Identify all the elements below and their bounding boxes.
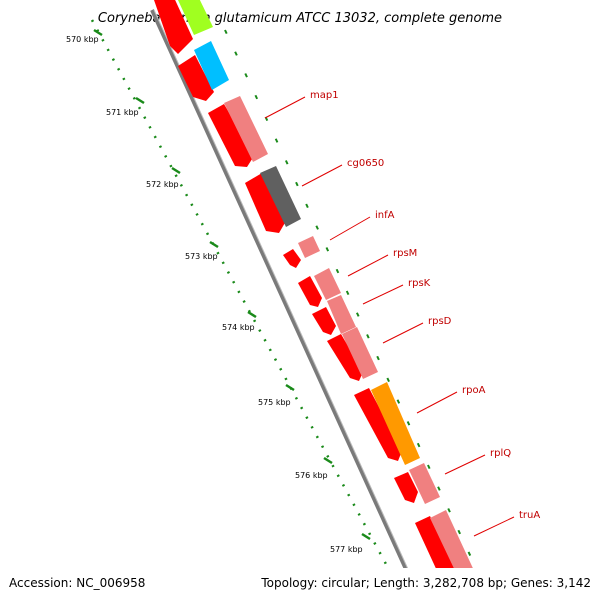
cds-arrow[interactable]: [154, 0, 193, 54]
gene-label-rpsD[interactable]: rpsD: [428, 316, 452, 327]
ruler-label-575: 575 kbp: [258, 398, 291, 407]
gene-label-cg0650[interactable]: cg0650: [347, 158, 384, 169]
gene-label-truA[interactable]: truA: [519, 510, 540, 521]
genome-backbone-highlight: [153, 9, 423, 600]
ruler-tick: [93, 28, 103, 37]
gene-label-rpsM[interactable]: rpsM: [393, 248, 417, 259]
feature-block-cg0650[interactable]: [260, 166, 301, 227]
ruler-tick: [323, 456, 333, 465]
ruler-label-572: 572 kbp: [146, 180, 179, 189]
leader-line: [362, 284, 404, 305]
cds-arrow[interactable]: [208, 104, 254, 167]
leader-line: [382, 322, 424, 344]
gene-label-map1[interactable]: map1: [310, 90, 339, 101]
ruler-tick: [247, 310, 257, 319]
leader-line: [301, 164, 343, 187]
genome-backbone: [150, 9, 422, 600]
ruler-label-577: 577 kbp: [330, 545, 363, 554]
leader-line: [264, 96, 306, 119]
leader-line: [416, 391, 458, 414]
feature-block-map1[interactable]: [224, 96, 268, 162]
gene-label-rpsK[interactable]: rpsK: [408, 278, 431, 289]
genome-summary: Topology: circular; Length: 3,282,708 bp…: [260, 576, 591, 590]
feature-block-rpsM[interactable]: [314, 268, 341, 300]
gene-label-rplQ[interactable]: rplQ: [490, 448, 511, 459]
gene-leader-lines: [264, 96, 515, 537]
cds-arrow[interactable]: [327, 334, 363, 381]
ruler-label-571: 571 kbp: [106, 108, 139, 117]
ruler-label-576: 576 kbp: [295, 471, 328, 480]
feature-block-infA[interactable]: [298, 236, 320, 258]
gene-labels: map1 cg0650 infA rpsM rpsK rpsD rpoA rpl…: [310, 90, 540, 521]
ruler-tick: [171, 166, 181, 175]
cds-arrow[interactable]: [283, 249, 301, 268]
footer-background: [0, 568, 600, 600]
leader-line: [473, 516, 515, 537]
ruler-label-570: 570 kbp: [66, 35, 99, 44]
gene-label-rpoA[interactable]: rpoA: [462, 385, 486, 396]
ruler-label-573: 573 kbp: [185, 252, 218, 261]
feature-block-cyan[interactable]: [194, 41, 229, 90]
cds-arrow[interactable]: [298, 276, 322, 307]
ruler-labels: 570 kbp 571 kbp 572 kbp 573 kbp 574 kbp …: [66, 28, 371, 554]
accession-label: Accession: NC_006958: [9, 576, 145, 590]
ruler-tick: [209, 240, 219, 249]
ruler-label-574: 574 kbp: [222, 323, 255, 332]
cds-arrow[interactable]: [312, 307, 336, 335]
cds-arrow[interactable]: [178, 55, 214, 101]
gene-label-infA[interactable]: infA: [375, 210, 395, 221]
cds-arrow[interactable]: [354, 388, 402, 461]
cds-arrow[interactable]: [245, 173, 286, 233]
ruler-tick: [285, 383, 295, 392]
ruler-track: [90, 19, 402, 591]
cds-track-inner: [154, 0, 460, 590]
feature-block-rpoA[interactable]: [371, 382, 420, 465]
leader-line: [329, 216, 371, 241]
feature-track-outer: [178, 0, 483, 598]
feature-block-green[interactable]: [178, 0, 213, 35]
ruler-tick: [361, 532, 371, 541]
cds-arrow[interactable]: [394, 472, 418, 503]
leader-line: [444, 454, 486, 475]
feature-block-rpsK[interactable]: [327, 295, 356, 334]
ruler-tick: [135, 96, 145, 105]
tick-track-outer: [224, 29, 491, 599]
feature-block-rpsD[interactable]: [342, 327, 378, 379]
feature-block-rplQ[interactable]: [409, 463, 440, 504]
leader-line: [347, 254, 389, 277]
